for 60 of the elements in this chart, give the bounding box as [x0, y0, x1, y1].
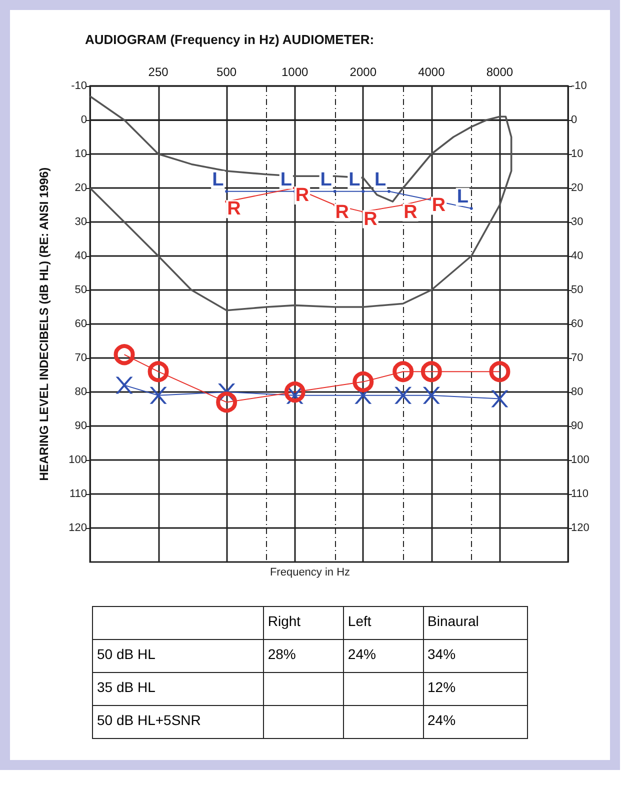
series-label: L	[456, 186, 469, 208]
y2-tick-label: 120	[571, 522, 590, 534]
y2-tick-label: 30	[571, 216, 584, 228]
y-tick-label: 100	[68, 454, 87, 466]
category-label: 50 dB HL	[97, 646, 156, 662]
y2-tick-label: 40	[571, 250, 584, 262]
y2-tick-label: 60	[571, 318, 584, 330]
y2-tick-label: 10	[571, 148, 584, 160]
text: L	[348, 169, 360, 190]
text: 34%	[428, 646, 456, 662]
y2-tick-label: 20	[571, 182, 584, 194]
y-tick-label: 50	[74, 284, 87, 296]
y-tick-label: 80	[74, 386, 87, 398]
x-tick-label: 2000	[350, 65, 377, 79]
text: L	[320, 169, 332, 190]
text: 12%	[428, 679, 456, 695]
text: R	[404, 202, 418, 223]
x-tick-label: 250	[148, 65, 169, 79]
y-tick-label: -10	[71, 80, 87, 92]
y-tick-label: 60	[74, 318, 87, 330]
y-axis-title: HEARING LEVEL INDECIBELS (dB HL) (RE: ANSI 1996)	[37, 167, 51, 481]
text: R	[432, 195, 446, 216]
text: R	[335, 202, 350, 223]
x-tick-label: 8000	[486, 65, 514, 79]
y2-tick-label: 100	[571, 454, 590, 466]
y2-tick-label: 70	[571, 352, 584, 364]
category-label: 50 dB HL+5SNR	[97, 712, 201, 728]
text: 24%	[348, 646, 376, 662]
category-label: Left	[343, 606, 424, 640]
series-label: R	[227, 198, 242, 220]
text: 24%	[428, 712, 456, 728]
x-tick-label: 4000	[418, 65, 446, 79]
y-tick-label: 120	[68, 522, 87, 534]
text: 28%	[268, 646, 296, 662]
y2-tick-label: -10	[571, 80, 587, 92]
y-tick-label: 20	[74, 182, 87, 194]
y2-tick-label: 50	[571, 284, 584, 296]
category-label: 35 dB HL	[97, 679, 156, 695]
y-tick-label: 30	[74, 216, 87, 228]
x-tick-label: 1000	[282, 65, 309, 79]
x-tick-label: 500	[216, 65, 237, 79]
text: L	[280, 169, 292, 190]
y2-tick-label: 110	[571, 488, 589, 500]
category-label: Binaural	[423, 606, 528, 640]
text: R	[295, 185, 310, 206]
text: L	[374, 169, 386, 190]
x-axis-title: Frequency in Hz	[270, 566, 350, 578]
category-label: Right	[263, 606, 344, 640]
y-tick-label: 10	[74, 148, 87, 160]
y-tick-label: 0	[80, 114, 87, 126]
y-tick-label: 40	[74, 250, 87, 262]
y2-tick-label: 90	[571, 420, 584, 432]
y2-tick-label: 0	[571, 114, 578, 126]
text: R	[364, 208, 378, 230]
y2-tick-label: 80	[571, 386, 584, 398]
y-tick-label: 110	[69, 488, 87, 500]
y-tick-label: 90	[74, 420, 87, 432]
chart-title: AUDIOGRAM (Frequency in Hz) AUDIOMETER:	[85, 32, 374, 47]
text: L	[212, 169, 224, 190]
y-tick-label: 70	[74, 352, 87, 364]
